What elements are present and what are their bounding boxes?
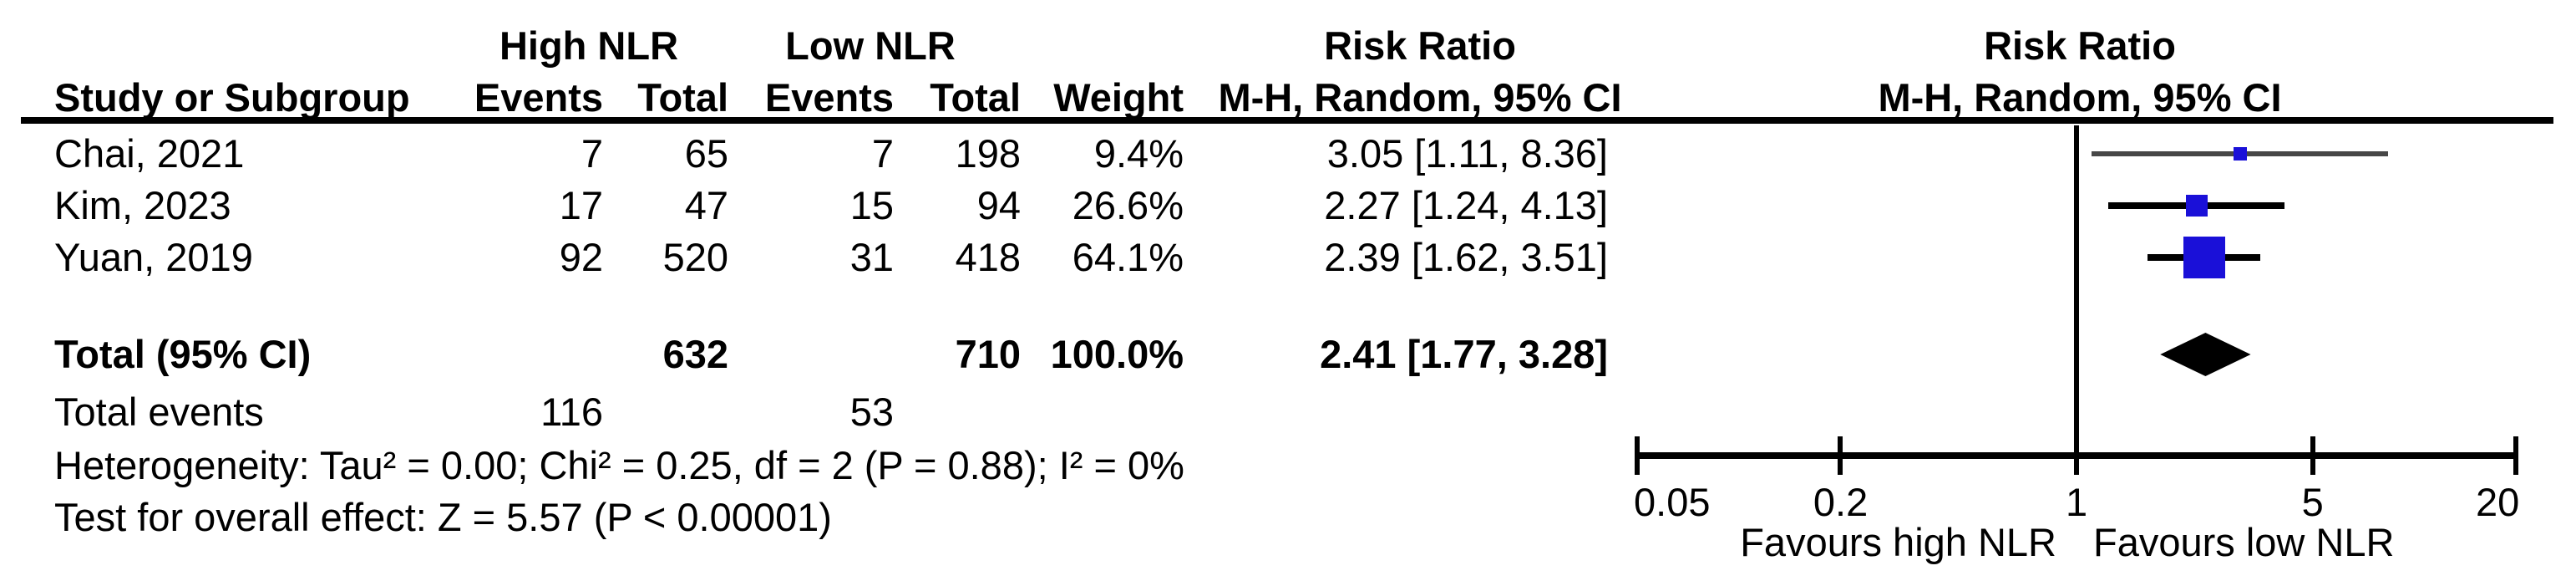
total-low-header: Total [930,75,1021,120]
total-high-sum: 632 [662,332,728,376]
total-weight: 100.0% [1050,332,1184,376]
rr-ci-cell: 3.05 [1.11, 8.36] [1326,131,1608,176]
events-high-cell: 17 [559,183,603,227]
weight-cell: 64.1% [1072,235,1184,279]
study-name: Yuan, 2019 [54,235,253,279]
risk-ratio-plot-title: Risk Ratio [1984,23,2176,68]
total-high-cell: 47 [684,183,728,227]
pooled-diamond [2160,333,2251,376]
axis-tick-label: 5 [2301,480,2324,524]
rr-ci-cell: 2.27 [1.24, 4.13] [1324,183,1608,227]
total-low-cell: 94 [976,183,1021,227]
axis-tick-label: 0.05 [1634,480,1711,524]
total-events-high: 116 [540,390,603,434]
group-header-high-nlr: High NLR [499,23,679,68]
events-low-cell: 15 [849,183,894,227]
effect-square [2183,237,2225,278]
total-high-header: Total [637,75,728,120]
risk-ratio-column-title: Risk Ratio [1324,23,1516,68]
axis-tick [1838,436,1843,475]
total-high-cell: 65 [684,131,728,176]
total-events-low: 53 [849,390,894,434]
events-low-cell: 31 [849,235,894,279]
rr-ci-cell: 2.39 [1.62, 3.51] [1324,235,1608,279]
favours-left-label: Favours high NLR [1740,520,2056,564]
method-ci-column-header: M-H, Random, 95% CI [1218,75,1622,120]
effect-square [2185,195,2208,217]
events-low-header: Events [764,75,894,120]
total-label: Total (95% CI) [54,332,312,376]
group-header-low-nlr: Low NLR [785,23,956,68]
total-low-cell: 418 [955,235,1021,279]
axis-tick-label: 0.2 [1813,480,1869,524]
weight-header: Weight [1053,75,1184,120]
axis-tick [1635,436,1640,475]
axis-tick-label: 20 [2476,480,2520,524]
axis-tick [2074,436,2079,475]
total-high-cell: 520 [662,235,728,279]
axis-tick-label: 1 [2066,480,2088,524]
events-high-cell: 7 [581,131,603,176]
total-low-cell: 198 [955,131,1021,176]
heterogeneity-stats: Heterogeneity: Tau² = 0.00; Chi² = 0.25,… [54,443,1184,487]
events-high-cell: 92 [559,235,603,279]
favours-right-label: Favours low NLR [2093,520,2395,564]
header-divider-line [21,117,2553,124]
total-low-sum: 710 [955,332,1021,376]
method-ci-plot-header: M-H, Random, 95% CI [1878,75,2282,120]
total-rr-ci: 2.41 [1.77, 3.28] [1320,332,1608,376]
study-name: Chai, 2021 [54,131,245,176]
axis-tick [2513,436,2518,475]
overall-effect-test: Test for overall effect: Z = 5.57 (P < 0… [54,495,832,539]
weight-cell: 26.6% [1072,183,1184,227]
events-low-cell: 7 [871,131,894,176]
total-events-label: Total events [54,390,264,434]
axis-tick [2310,436,2315,475]
effect-square [2233,147,2247,161]
study-name: Kim, 2023 [54,183,231,227]
weight-cell: 9.4% [1093,131,1184,176]
null-effect-line [2074,125,2079,456]
events-high-header: Events [474,75,603,120]
study-column-header: Study or Subgroup [54,75,410,120]
